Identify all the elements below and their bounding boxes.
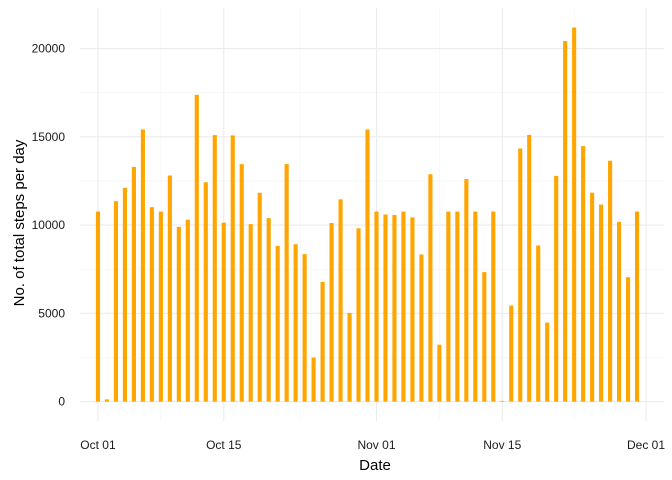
bar: [266, 218, 271, 402]
bar-series: [95, 27, 640, 402]
x-tick-label: Oct 01: [80, 438, 116, 452]
x-tick-label: Nov 01: [357, 438, 395, 452]
bar: [302, 254, 307, 402]
bar: [536, 245, 541, 402]
bar: [365, 129, 370, 402]
bar: [293, 244, 298, 402]
bar: [464, 179, 469, 402]
x-tick-label: Nov 15: [483, 438, 521, 452]
bar: [509, 305, 514, 402]
bar: [634, 211, 640, 402]
bar: [113, 201, 119, 402]
bar: [527, 134, 532, 402]
bar: [572, 27, 577, 402]
bar: [599, 204, 604, 402]
bar: [248, 224, 253, 402]
y-tick-label: 15000: [32, 130, 66, 144]
y-tick-label: 0: [58, 395, 65, 409]
bar: [554, 175, 559, 402]
bar: [491, 211, 496, 402]
bar: [104, 399, 110, 402]
bar: [374, 211, 379, 402]
bar: [140, 129, 145, 402]
bar: [590, 192, 595, 402]
bar: [608, 160, 613, 402]
y-axis-title: No. of total steps per day: [11, 139, 28, 306]
bar: [230, 135, 235, 402]
bar: [275, 245, 280, 402]
bar: [401, 211, 406, 402]
bar: [545, 322, 550, 402]
bar: [122, 187, 127, 402]
bar: [320, 281, 325, 402]
bar: [482, 272, 487, 402]
bar: [437, 344, 442, 402]
bar: [257, 192, 262, 402]
bar: [392, 215, 397, 402]
y-tick-label: 5000: [38, 306, 65, 320]
bar: [176, 226, 181, 402]
y-tick-label: 20000: [32, 42, 66, 56]
bar: [500, 400, 505, 402]
bar: [338, 199, 343, 402]
bar: [419, 254, 424, 402]
bar: [329, 222, 334, 402]
x-tick-label: Oct 15: [206, 438, 242, 452]
bar: [284, 164, 289, 402]
bar: [455, 211, 460, 402]
x-axis-title: Date: [359, 457, 391, 474]
bar: [239, 164, 244, 402]
bar: [625, 277, 631, 402]
bar: [185, 219, 190, 402]
bar: [617, 221, 622, 402]
bar: [167, 175, 172, 402]
x-axis-tick-labels: Oct 01 Oct 15 Nov 01 Nov 15 Dec 01: [80, 438, 665, 452]
bar: [410, 217, 415, 402]
y-tick-label: 10000: [32, 218, 66, 232]
bar: [581, 146, 586, 402]
x-tick-label: Dec 01: [627, 438, 665, 452]
bar: [212, 135, 217, 402]
bar: [428, 174, 433, 402]
bar: [518, 148, 523, 402]
bar: [383, 214, 388, 402]
bar: [194, 94, 199, 402]
bar: [473, 211, 478, 402]
bar: [356, 228, 361, 402]
bar: [95, 211, 101, 402]
bar: [158, 211, 163, 402]
bar: [221, 222, 226, 402]
bar: [203, 182, 208, 402]
bar: [311, 357, 316, 402]
bar: [563, 41, 568, 402]
y-axis-tick-labels: 0 5000 10000 15000 20000: [32, 42, 66, 409]
bar: [347, 313, 352, 402]
bar: [446, 211, 451, 402]
bar: [131, 166, 136, 402]
bar: [149, 207, 154, 402]
